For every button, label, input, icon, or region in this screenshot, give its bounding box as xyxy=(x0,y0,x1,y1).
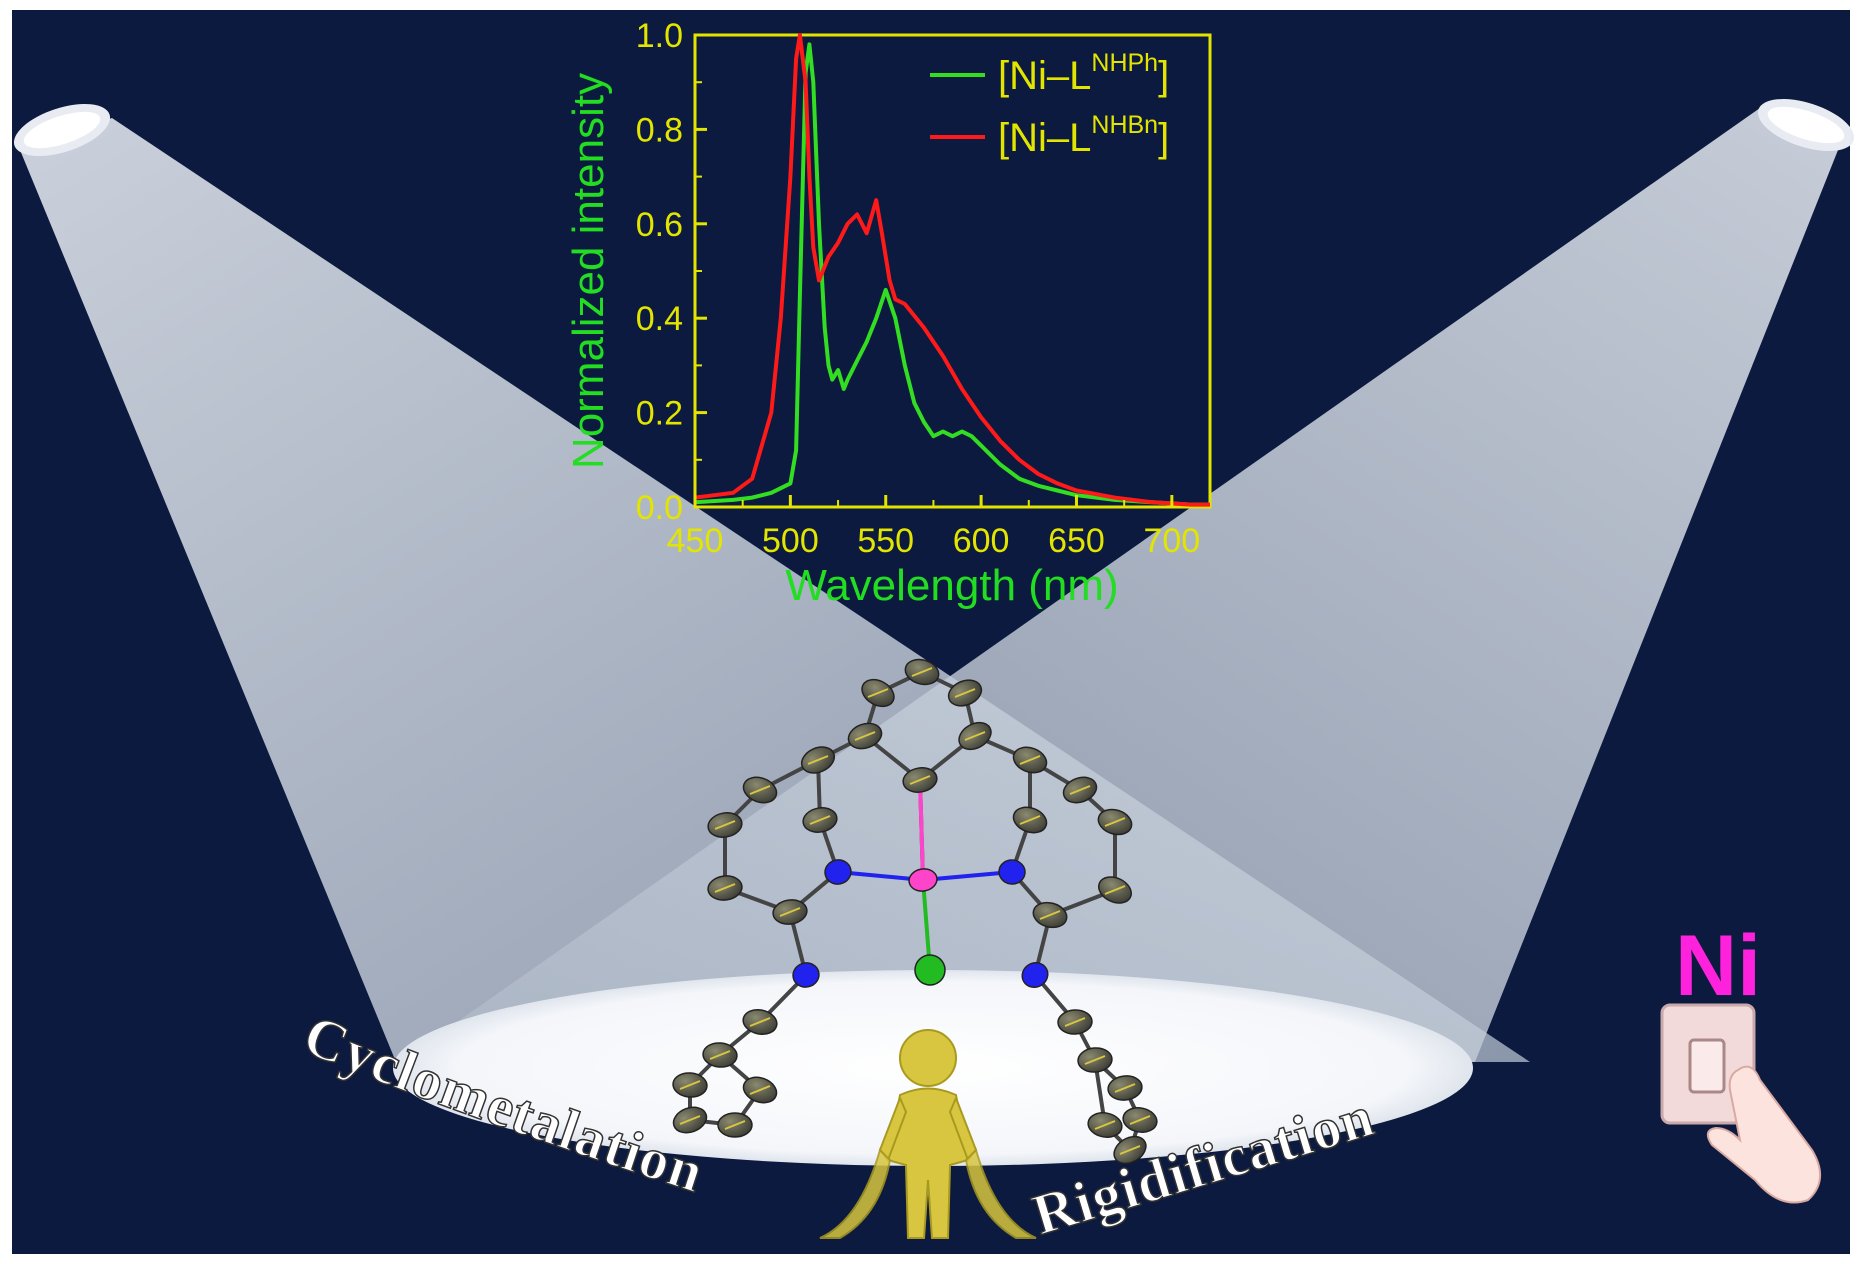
atom-principal-axis xyxy=(1114,1083,1136,1093)
atom-principal-axis xyxy=(909,775,931,785)
y-tick-label: 0.0 xyxy=(636,489,683,527)
y-tick-label: 0.8 xyxy=(636,111,683,149)
metal-label: Ni xyxy=(1675,918,1761,1014)
chart-series-group xyxy=(694,33,1210,507)
atom-principal-axis xyxy=(1119,1145,1141,1155)
person-figure-icon xyxy=(819,1029,1037,1239)
atom-principal-axis xyxy=(1019,815,1041,825)
atom-principal-axis xyxy=(867,688,889,698)
atom-principal-axis xyxy=(779,907,801,917)
atom-principal-axis xyxy=(749,1085,771,1095)
atom-principal-axis xyxy=(714,883,736,893)
legend-label: [Ni–LNHBn] xyxy=(998,111,1169,160)
x-tick-label: 550 xyxy=(857,522,914,560)
atom-principal-axis xyxy=(964,731,986,741)
spotlight-left-icon xyxy=(13,103,111,157)
y-tick-label: 0.6 xyxy=(636,206,683,244)
light-switch-icon[interactable] xyxy=(1660,1003,1821,1204)
atom-principal-axis xyxy=(1064,1017,1086,1027)
spectrum-chart: 450 500 550 600 650 700 0.0 0.2 0.4 0.6 0.8 1.0 Wav… xyxy=(564,17,1212,610)
atom-principal-axis xyxy=(749,785,771,795)
atom-principal-axis xyxy=(749,1017,771,1027)
beam-right xyxy=(400,108,1842,1062)
chart-xlabel: Wavelength (nm) xyxy=(785,561,1118,610)
atom-principal-axis xyxy=(911,667,933,677)
y-tick-label: 0.4 xyxy=(636,300,683,338)
chart-legend: [Ni–LNHPh] [Ni–LNHBn] xyxy=(930,49,1169,160)
bond xyxy=(922,870,1013,882)
x-tick-label: 700 xyxy=(1143,522,1200,560)
y-tick-label: 0.2 xyxy=(636,395,683,433)
hand-icon xyxy=(1706,1065,1821,1204)
y-tick-label: 1.0 xyxy=(636,17,683,55)
atom-principal-axis xyxy=(709,1050,731,1060)
x-tick-label: 650 xyxy=(1048,522,1105,560)
x-tick-label: 500 xyxy=(762,522,819,560)
x-tick-label: 600 xyxy=(953,522,1010,560)
atom-principal-axis xyxy=(1069,785,1091,795)
molecule-structure-icon xyxy=(672,658,1158,1165)
atom-principal-axis xyxy=(724,1120,746,1130)
chlorine-atom xyxy=(914,954,946,986)
atom-principal-axis xyxy=(679,1080,701,1090)
atom-principal-axis xyxy=(1084,1055,1106,1065)
atom-principal-axis xyxy=(1129,1115,1151,1125)
atom-principal-axis xyxy=(679,1115,701,1125)
chart-ylabel: Normalized intensity xyxy=(564,73,613,469)
nitrogen-atom xyxy=(824,859,852,885)
nitrogen-atom xyxy=(998,859,1026,885)
bond xyxy=(918,779,925,881)
atom-principal-axis xyxy=(854,731,876,741)
series-line-1 xyxy=(694,42,1210,507)
chart-axes-group: 450 500 550 600 650 700 0.0 0.2 0.4 0.6 0.8 1.0 xyxy=(636,17,1200,560)
atom-principal-axis xyxy=(714,820,736,830)
legend-label: [Ni–LNHPh] xyxy=(998,49,1169,98)
spotlight-right-icon xyxy=(1757,98,1855,152)
series-line-2 xyxy=(694,33,1210,507)
atom-principal-axis xyxy=(809,815,831,825)
atom-principal-axis xyxy=(1039,910,1061,920)
nitrogen-atom xyxy=(792,962,820,988)
atom-principal-axis xyxy=(954,688,976,698)
atom-principal-axis xyxy=(1104,885,1126,895)
nitrogen-atom xyxy=(1021,961,1049,989)
atom-principal-axis xyxy=(1104,817,1126,827)
x-tick-label: 450 xyxy=(667,522,724,560)
atom-principal-axis xyxy=(1019,755,1041,765)
atom-principal-axis xyxy=(807,755,829,765)
nickel-atom xyxy=(908,868,938,892)
chart-plot-area xyxy=(693,33,1212,509)
atom-principal-axis xyxy=(1094,1120,1116,1130)
